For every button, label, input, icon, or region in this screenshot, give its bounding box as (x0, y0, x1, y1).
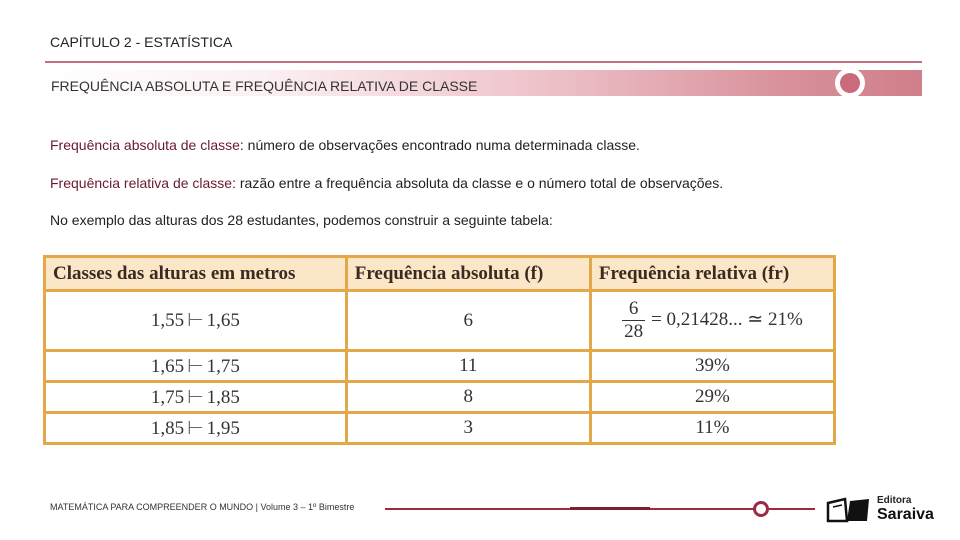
interval-icon: ⊢ (187, 310, 204, 331)
relative-cell: 11% (588, 411, 837, 445)
book-icon (826, 497, 869, 523)
header-classes: Classes das alturas em metros (43, 255, 348, 292)
chapter-title: CAPÍTULO 2 - ESTATÍSTICA (50, 34, 233, 50)
header-absolute: Frequência absoluta (f) (344, 255, 592, 292)
definition-absolute: Frequência absoluta de classe: número de… (50, 137, 640, 153)
class-cell: 1,55 ⊢ 1,65 (43, 289, 348, 352)
absolute-cell: 3 (344, 411, 592, 445)
section-title: FREQUÊNCIA ABSOLUTA E FREQUÊNCIA RELATIV… (51, 78, 478, 94)
table-header-row: Classes das alturas em metros Frequência… (43, 255, 837, 292)
table-row: 1,85 ⊢ 1,95 3 11% (43, 411, 837, 445)
header-relative: Frequência relativa (fr) (588, 255, 837, 292)
absolute-cell: 11 (344, 349, 592, 383)
logo-saraiva: Saraiva (877, 506, 934, 523)
absolute-cell: 8 (344, 380, 592, 414)
interval-icon: ⊢ (187, 355, 204, 377)
table-row: 1,75 ⊢ 1,85 8 29% (43, 380, 837, 414)
term-relative: Frequência relativa de classe (50, 175, 233, 191)
fraction: 6 28 (622, 298, 646, 342)
interval-icon: ⊢ (187, 386, 204, 408)
interval-icon: ⊢ (187, 417, 204, 439)
table-row: 1,65 ⊢ 1,75 11 39% (43, 349, 837, 383)
relative-cell: 29% (588, 380, 837, 414)
footer-circle-icon (753, 501, 769, 517)
chapter-divider (45, 61, 922, 63)
class-cell: 1,85 ⊢ 1,95 (43, 411, 348, 445)
publisher-logo: Editora Saraiva (825, 495, 940, 525)
relative-cell: 6 28 = 0,21428... ≃ 21% (588, 289, 837, 352)
table-row: 1,55 ⊢ 1,65 6 6 28 = 0,21428... ≃ 21% (43, 289, 837, 352)
definition-relative-text: : razão entre a frequência absoluta da c… (232, 175, 724, 191)
definition-absolute-text: : número de observações encontrado numa … (239, 137, 640, 153)
class-cell: 1,65 ⊢ 1,75 (43, 349, 348, 383)
class-cell: 1,75 ⊢ 1,85 (43, 380, 348, 414)
footer-divider-end (769, 508, 815, 510)
relative-cell: 39% (588, 349, 837, 383)
frequency-table: Classes das alturas em metros Frequência… (43, 255, 837, 445)
term-absolute: Frequência absoluta de classe (50, 137, 240, 153)
footer-text: MATEMÁTICA PARA COMPREENDER O MUNDO | Vo… (50, 502, 355, 512)
example-intro: No exemplo das alturas dos 28 estudantes… (50, 212, 553, 228)
absolute-cell: 6 (344, 289, 592, 352)
definition-relative: Frequência relativa de classe: razão ent… (50, 175, 723, 191)
footer-divider-accent (570, 507, 650, 510)
logo-editora: Editora (877, 495, 912, 506)
banner-circle-icon (835, 68, 865, 98)
section-banner: FREQUÊNCIA ABSOLUTA E FREQUÊNCIA RELATIV… (45, 68, 922, 98)
